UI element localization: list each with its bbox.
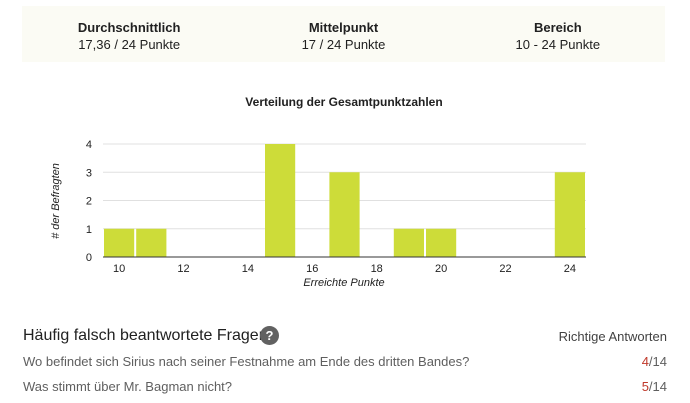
correct-count: 4 — [641, 354, 649, 369]
stat-range: Bereich 10 - 24 Punkte — [451, 6, 665, 62]
bar-15[interactable] — [265, 144, 296, 257]
question-text: Wo befindet sich Sirius nach seiner Fest… — [23, 354, 470, 369]
x-tick-labels: 10 12 14 16 18 20 22 24 — [113, 263, 576, 275]
chart-title: Verteilung der Gesamtpunktzahlen — [245, 95, 442, 109]
x-tick-label: 24 — [564, 263, 576, 275]
x-tick-label: 16 — [306, 263, 318, 275]
stat-value: 10 - 24 Punkte — [515, 37, 601, 52]
stat-label: Bereich — [533, 20, 582, 35]
bar-17[interactable] — [329, 172, 360, 257]
x-tick-label: 12 — [177, 263, 189, 275]
y-tick-label: 1 — [86, 224, 92, 236]
bar-10[interactable] — [104, 228, 135, 257]
total-count: /14 — [648, 379, 667, 394]
score-summary: Durchschnittlich 17,36 / 24 Punkte Mitte… — [22, 6, 665, 62]
stat-label: Durchschnittlich — [77, 20, 181, 35]
chart-bars[interactable] — [104, 144, 585, 257]
section-title: Häufig falsch beantwortete Fragen — [23, 327, 268, 344]
stat-median: Mittelpunkt 17 / 24 Punkte — [236, 6, 450, 62]
bar-24[interactable] — [554, 172, 585, 257]
question-row[interactable]: Was stimmt über Mr. Bagman nicht? 5/14 — [23, 379, 667, 397]
stat-value: 17 / 24 Punkte — [301, 37, 386, 52]
bar-19[interactable] — [393, 228, 424, 257]
stat-average: Durchschnittlich 17,36 / 24 Punkte — [22, 6, 236, 62]
question-score: 4/14 — [642, 354, 667, 369]
y-tick-label: 3 — [86, 167, 92, 179]
question-score: 5/14 — [642, 379, 667, 394]
bar-11[interactable] — [136, 228, 167, 257]
missed-questions-header: Häufig falsch beantwortete Fragen ? Rich… — [23, 326, 667, 348]
correct-answers-column-header: Richtige Antworten — [558, 329, 667, 344]
total-count: /14 — [648, 354, 667, 369]
question-circle-icon[interactable]: ? — [260, 326, 279, 345]
stat-value: 17,36 / 24 Punkte — [78, 37, 181, 52]
x-tick-label: 14 — [242, 263, 254, 275]
y-axis-title: # der Befragten — [50, 163, 62, 239]
x-tick-label: 20 — [435, 263, 447, 275]
y-tick-labels: 0 1 2 3 4 — [86, 139, 92, 264]
stat-label: Mittelpunkt — [308, 20, 379, 35]
x-tick-label: 22 — [499, 263, 511, 275]
x-tick-label: 10 — [113, 263, 125, 275]
question-row[interactable]: Wo befindet sich Sirius nach seiner Fest… — [23, 354, 667, 372]
y-tick-label: 0 — [86, 252, 92, 264]
x-axis-title: Erreichte Punkte — [303, 277, 384, 289]
question-text: Was stimmt über Mr. Bagman nicht? — [23, 379, 233, 394]
y-tick-label: 2 — [86, 196, 92, 208]
x-tick-label: 18 — [371, 263, 383, 275]
correct-count: 5 — [641, 379, 649, 394]
bar-20[interactable] — [426, 228, 457, 257]
y-tick-label: 4 — [86, 139, 92, 151]
